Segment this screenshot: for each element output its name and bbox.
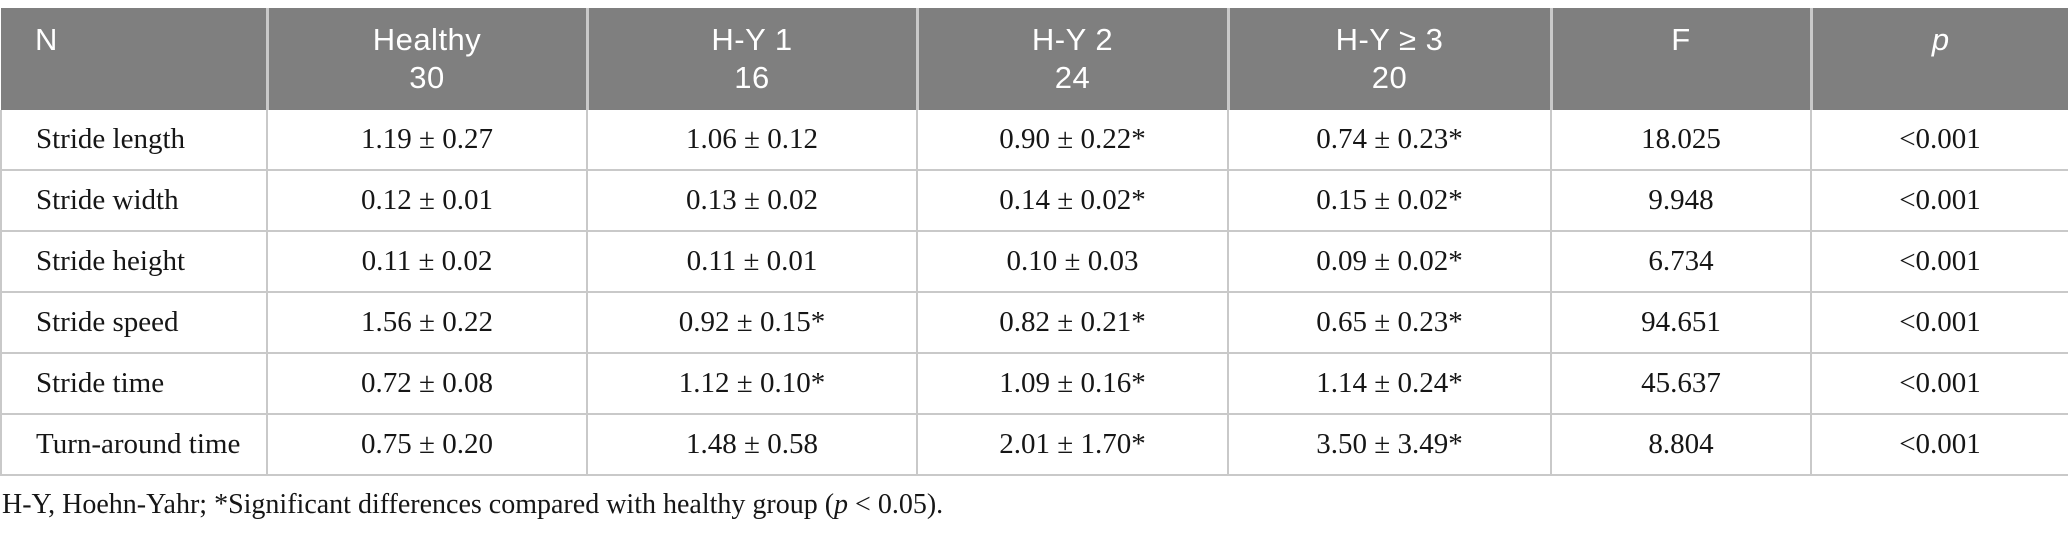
table-row-stride-width: Stride width 0.12 ± 0.01 0.13 ± 0.02 0.1… <box>0 169 2068 232</box>
cell-hy2: 0.82 ± 0.21* <box>916 291 1229 354</box>
cell-healthy: 0.12 ± 0.01 <box>266 169 588 232</box>
cell-hy1: 1.48 ± 0.58 <box>586 413 918 476</box>
header-count <box>1 59 266 97</box>
table-row-stride-length: Stride length 1.19 ± 0.27 1.06 ± 0.12 0.… <box>0 110 2068 171</box>
header-cell-healthy: Healthy 30 <box>267 8 589 110</box>
row-label: Stride speed <box>0 291 268 354</box>
cell-f: 6.734 <box>1550 230 1812 293</box>
header-cell-p: p <box>1811 8 2068 110</box>
header-cell-hy3: H-Y ≥ 3 20 <box>1228 8 1553 110</box>
cell-hy2: 1.09 ± 0.16* <box>916 352 1229 415</box>
cell-p: <0.001 <box>1810 230 2068 293</box>
cell-hy2: 0.10 ± 0.03 <box>916 230 1229 293</box>
cell-f: 18.025 <box>1550 110 1812 171</box>
cell-p: <0.001 <box>1810 169 2068 232</box>
cell-hy3: 3.50 ± 3.49* <box>1227 413 1552 476</box>
row-label: Turn-around time <box>0 413 268 476</box>
cell-hy2: 2.01 ± 1.70* <box>916 413 1229 476</box>
cell-healthy: 0.75 ± 0.20 <box>266 413 588 476</box>
cell-healthy: 1.19 ± 0.27 <box>266 110 588 171</box>
header-count: 24 <box>1054 60 1091 95</box>
cell-f: 45.637 <box>1550 352 1812 415</box>
footnote-text: H-Y, Hoehn-Yahr; *Significant difference… <box>2 489 835 520</box>
header-label: H-Y 2 <box>1031 22 1114 57</box>
cell-hy3: 1.14 ± 0.24* <box>1227 352 1552 415</box>
table-row-stride-speed: Stride speed 1.56 ± 0.22 0.92 ± 0.15* 0.… <box>0 291 2068 354</box>
cell-f: 94.651 <box>1550 291 1812 354</box>
header-count: 20 <box>1371 60 1408 95</box>
cell-hy1: 0.92 ± 0.15* <box>586 291 918 354</box>
table-footnote: H-Y, Hoehn-Yahr; *Significant difference… <box>0 489 2068 521</box>
header-cell-hy2: H-Y 2 24 <box>917 8 1230 110</box>
header-label: H-Y ≥ 3 <box>1335 22 1444 57</box>
paper-table-figure: N Healthy 30 H-Y 1 16 H-Y 2 24 H-Y ≥ 3 <box>0 8 2068 541</box>
cell-hy1: 1.06 ± 0.12 <box>586 110 918 171</box>
header-count <box>1813 59 2068 97</box>
header-label: F <box>1671 22 1691 57</box>
header-label: N <box>35 22 58 57</box>
row-label: Stride length <box>0 110 268 171</box>
cell-p: <0.001 <box>1810 291 2068 354</box>
cell-healthy: 0.72 ± 0.08 <box>266 352 588 415</box>
cell-hy3: 0.74 ± 0.23* <box>1227 110 1552 171</box>
cell-healthy: 0.11 ± 0.02 <box>266 230 588 293</box>
table-row-stride-height: Stride height 0.11 ± 0.02 0.11 ± 0.01 0.… <box>0 230 2068 293</box>
row-label: Stride height <box>0 230 268 293</box>
table-row-turn-around-time: Turn-around time 0.75 ± 0.20 1.48 ± 0.58… <box>0 413 2068 476</box>
header-cell-hy1: H-Y 1 16 <box>587 8 919 110</box>
footnote-text: < 0.05). <box>848 489 944 520</box>
cell-healthy: 1.56 ± 0.22 <box>266 291 588 354</box>
footnote-p-symbol: p <box>834 489 849 520</box>
header-row: N Healthy 30 H-Y 1 16 H-Y 2 24 H-Y ≥ 3 <box>1 8 2068 110</box>
cell-hy1: 1.12 ± 0.10* <box>586 352 918 415</box>
header-count: 16 <box>734 60 770 95</box>
header-cell-n: N <box>1 8 269 110</box>
row-label: Stride width <box>0 169 268 232</box>
cell-p: <0.001 <box>1810 413 2068 476</box>
cell-hy1: 0.13 ± 0.02 <box>586 169 918 232</box>
gait-results-table: N Healthy 30 H-Y 1 16 H-Y 2 24 H-Y ≥ 3 <box>0 8 2068 476</box>
cell-hy1: 0.11 ± 0.01 <box>586 230 918 293</box>
cell-p: <0.001 <box>1810 352 2068 415</box>
cell-hy2: 0.90 ± 0.22* <box>916 110 1229 171</box>
header-label: Healthy <box>372 22 482 57</box>
cell-hy2: 0.14 ± 0.02* <box>916 169 1229 232</box>
cell-p: <0.001 <box>1810 110 2068 171</box>
cell-hy3: 0.09 ± 0.02* <box>1227 230 1552 293</box>
header-label: H-Y 1 <box>711 22 793 57</box>
table-row-stride-time: Stride time 0.72 ± 0.08 1.12 ± 0.10* 1.0… <box>0 352 2068 415</box>
header-label: p <box>1931 22 1950 57</box>
row-label: Stride time <box>0 352 268 415</box>
cell-f: 8.804 <box>1550 413 1812 476</box>
cell-hy3: 0.15 ± 0.02* <box>1227 169 1552 232</box>
header-cell-f: F <box>1551 8 1813 110</box>
cell-f: 9.948 <box>1550 169 1812 232</box>
cell-hy3: 0.65 ± 0.23* <box>1227 291 1552 354</box>
header-count <box>1553 59 1810 97</box>
header-count: 30 <box>409 60 445 95</box>
